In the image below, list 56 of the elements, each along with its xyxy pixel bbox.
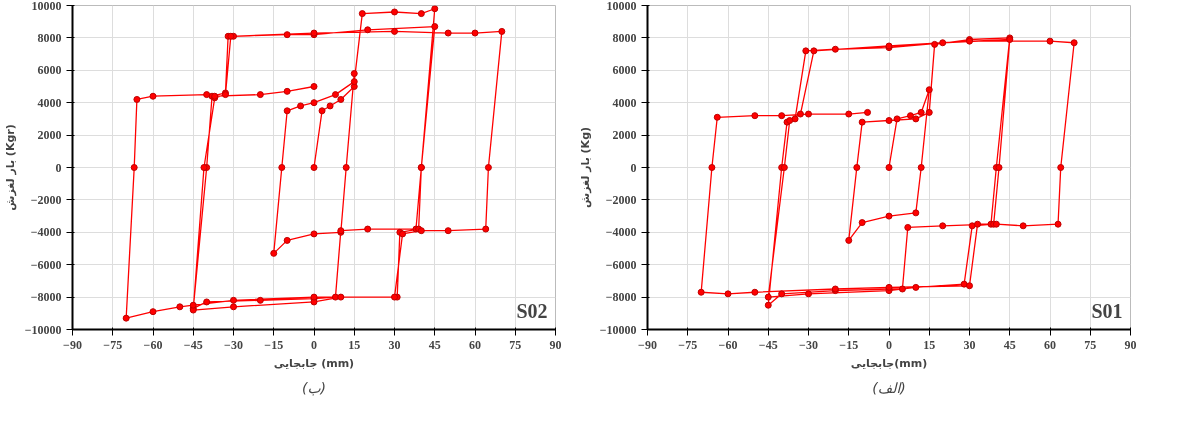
- y-tick-label: 10000: [31, 0, 62, 13]
- y-tick-label: −4000: [30, 225, 62, 240]
- x-tick-label: −90: [638, 337, 657, 352]
- y-tick-label: 10000: [606, 0, 637, 13]
- x-tick-label: 0: [311, 337, 317, 352]
- y-axis-title: بار لغزش (Kg): [578, 126, 592, 209]
- x-tick-label: 30: [388, 337, 401, 352]
- y-tick-label: −8000: [30, 290, 62, 305]
- y-axis-title: بار لغزش (Kgr): [3, 124, 17, 211]
- x-tick-label: 30: [963, 337, 976, 352]
- y-tick-label: −6000: [30, 257, 62, 272]
- y-tick-label: −6000: [605, 257, 637, 272]
- x-tick-label: 75: [509, 337, 522, 352]
- y-tick-label: 2000: [37, 128, 62, 143]
- y-tick-label: 4000: [612, 95, 637, 110]
- y-tick-label: 4000: [37, 95, 62, 110]
- y-tick-label: −8000: [605, 290, 637, 305]
- y-tick-label: 8000: [37, 30, 62, 45]
- x-tick-label: −60: [143, 337, 163, 352]
- y-tick-label: 0: [55, 160, 62, 175]
- y-tick-label: 6000: [612, 63, 637, 78]
- x-tick-label: −30: [799, 337, 818, 352]
- x-tick-label: −75: [103, 337, 123, 352]
- x-tick-label: −60: [718, 337, 738, 352]
- text: (ب): [301, 379, 327, 396]
- x-tick-label: 15: [348, 337, 361, 352]
- x-tick-label: −75: [678, 337, 698, 352]
- y-tick-label: −4000: [605, 225, 637, 240]
- x-tick-label: −15: [839, 337, 859, 352]
- x-axis-title: جابجایی(mm): [850, 356, 928, 370]
- x-tick-label: 75: [1084, 337, 1097, 352]
- x-tick-label: 60: [1044, 337, 1056, 352]
- x-tick-label: −90: [63, 337, 82, 352]
- x-tick-label: 45: [428, 337, 441, 352]
- x-tick-label: 90: [549, 337, 562, 352]
- x-tick-label: −15: [264, 337, 284, 352]
- x-tick-label: −45: [183, 337, 203, 352]
- y-tick-label: −2000: [605, 192, 637, 207]
- x-tick-label: −30: [224, 337, 243, 352]
- annotation: S01: [1091, 299, 1123, 322]
- y-tick-label: 0: [630, 160, 637, 175]
- x-tick-label: 15: [923, 337, 936, 352]
- y-tick-label: 2000: [612, 128, 637, 143]
- y-tick-label: 8000: [612, 30, 637, 45]
- y-tick-label: 6000: [37, 63, 62, 78]
- x-tick-label: 90: [1124, 337, 1137, 352]
- x-axis-title: جابجایی (mm): [273, 356, 355, 370]
- x-tick-label: 60: [469, 337, 481, 352]
- x-tick-label: 45: [1003, 337, 1016, 352]
- y-tick-label: −2000: [30, 192, 62, 207]
- annotation: S02: [516, 299, 548, 322]
- y-tick-label: −10000: [24, 322, 62, 337]
- x-tick-label: −45: [758, 337, 778, 352]
- x-tick-label: 0: [886, 337, 892, 352]
- y-tick-label: −10000: [599, 322, 637, 337]
- text: (الف): [872, 379, 906, 396]
